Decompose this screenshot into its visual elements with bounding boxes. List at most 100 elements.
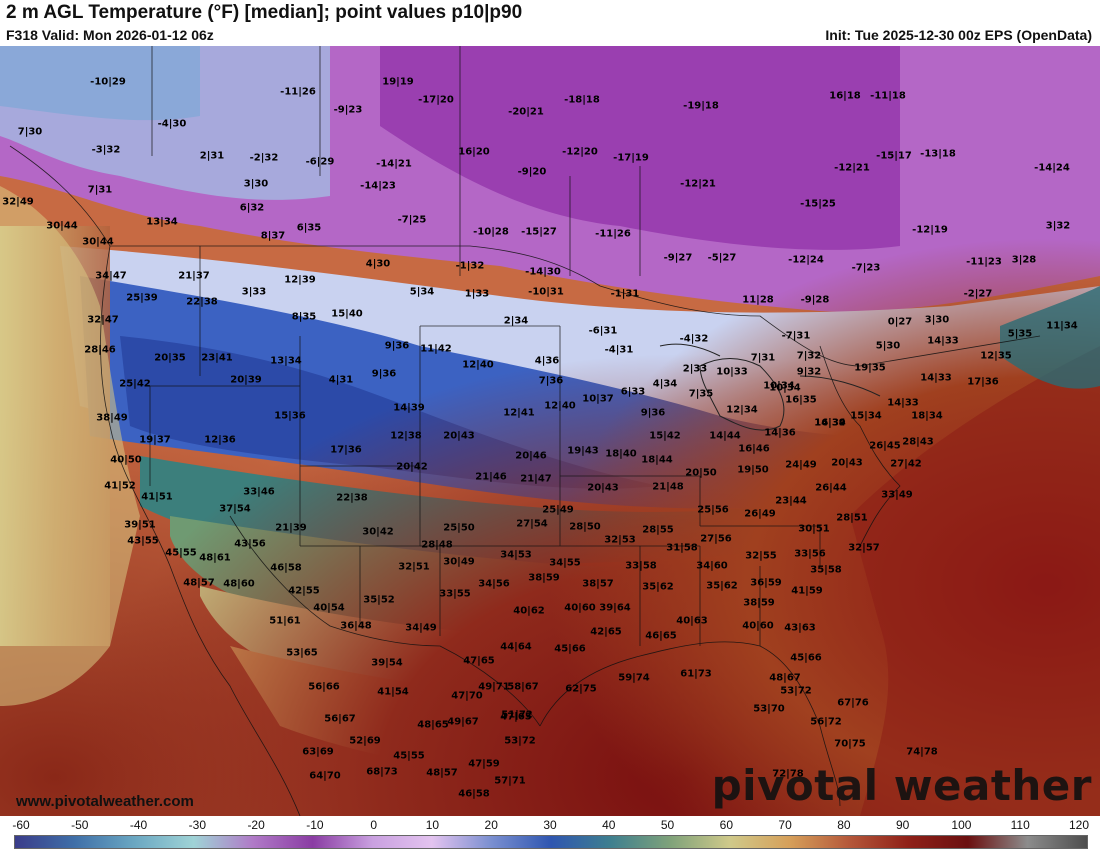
point-value-label: 42|65 [590,626,622,638]
point-value-label: 32|53 [604,534,636,546]
point-value-label: 51|61 [269,615,301,627]
scale-ticks: -60 -50 -40 -30 -20 -10 0 10 20 30 40 50 60 70 80 90 100… [0,818,1100,832]
point-value-label: 12|40 [544,400,576,412]
point-value-label: 11|28 [742,294,774,306]
point-value-label: 58|67 [507,681,539,693]
point-value-label: -1|32 [455,260,485,272]
point-value-label: -9|28 [800,294,830,306]
point-value-label: 17|36 [330,444,362,456]
init-time: Init: Tue 2025-12-30 00z EPS (OpenData) [825,27,1092,43]
point-value-label: 62|75 [565,683,597,695]
point-value-label: 34|56 [478,578,510,590]
point-value-label: -17|19 [613,152,649,164]
point-value-label: 20|43 [587,482,619,494]
point-value-label: 16|34 [814,417,846,429]
point-value-label: 32|51 [398,561,430,573]
point-value-label: 19|43 [567,445,599,457]
scale-tick-label: 20 [484,818,498,832]
color-scale-bar [14,835,1088,849]
point-value-label: -11|26 [280,86,316,98]
point-value-label: 26|49 [744,508,776,520]
point-value-label: 20|50 [685,467,717,479]
point-value-label: -14|23 [360,180,396,192]
point-value-label: 70|75 [834,738,866,750]
point-value-label: -11|23 [966,256,1002,268]
point-value-label: 15|40 [331,308,363,320]
point-value-label: 4|34 [652,378,678,390]
point-value-label: 8|35 [291,311,317,323]
point-value-label: -2|27 [963,288,993,300]
point-value-label: 40|60 [564,602,596,614]
point-value-label: 16|35 [785,394,817,406]
point-value-label: -12|21 [834,162,870,174]
point-value-label: 14|36 [764,427,796,439]
point-value-label: -12|24 [788,254,824,266]
point-value-label: 28|50 [569,521,601,533]
scale-tick-label: 70 [778,818,792,832]
temperature-map[interactable]: -10|29 -11|26 19|19 -17|20 -18|18 -19|18 16|18… [0,46,1100,816]
scale-tick-label: -50 [71,818,89,832]
point-value-label: 34|60 [696,560,728,572]
brand-watermark: pivotal weather [711,761,1092,810]
point-value-label: 27|56 [700,533,732,545]
scale-tick-label: -20 [247,818,265,832]
point-value-label: 14|33 [927,335,959,347]
point-value-label: 3|33 [241,286,267,298]
point-value-label: 25|56 [697,504,729,516]
point-value-label: 48|67 [769,672,801,684]
point-value-label: 68|73 [366,766,398,778]
point-value-label: 4|31 [328,374,354,386]
point-value-label: 30|51 [798,523,830,535]
point-value-label: 12|39 [284,274,316,286]
point-value-label: 53|65 [286,647,318,659]
point-value-label: 34|47 [95,270,127,282]
point-value-label: 21|39 [275,522,307,534]
point-value-label: 28|55 [642,524,674,536]
point-value-label: 51|72 [501,709,533,721]
website-credit: www.pivotalweather.com [16,793,194,810]
point-value-label: 27|42 [890,458,922,470]
point-value-label: -4|31 [604,344,634,356]
point-value-label: 11|34 [1046,320,1078,332]
point-value-label: 16|20 [458,146,490,158]
point-value-label: 38|49 [96,412,128,424]
point-value-label: 2|33 [682,363,708,375]
point-value-label: 20|35 [154,352,186,364]
point-value-label: 7|31 [87,184,113,196]
point-value-label: 25|50 [443,522,475,534]
point-value-label: 40|50 [110,454,142,466]
point-value-label: 9|36 [384,340,410,352]
point-value-label: 48|65 [417,719,449,731]
point-value-label: -12|20 [562,146,598,158]
point-value-label: 23|41 [201,352,233,364]
point-value-label: 23|44 [775,495,807,507]
point-value-label: 33|46 [243,486,275,498]
point-value-label: 64|70 [309,770,341,782]
point-value-label: 35|62 [706,580,738,592]
point-value-label: 35|58 [810,564,842,576]
point-value-label: 34|55 [549,557,581,569]
point-value-label: 43|56 [234,538,266,550]
point-value-label: 40|63 [676,615,708,627]
point-value-label: 36|48 [340,620,372,632]
scale-tick-label: 0 [370,818,377,832]
point-value-label: 15|42 [649,430,681,442]
point-value-label: 5|35 [1007,328,1033,340]
header: 2 m AGL Temperature (°F) [median]; point… [0,0,1100,46]
point-value-label: 10|33 [716,366,748,378]
point-value-label: 41|59 [791,585,823,597]
point-value-label: 15|36 [274,410,306,422]
point-value-label: 5|30 [875,340,901,352]
point-value-label: 59|74 [618,672,650,684]
scale-tick-label: 50 [660,818,675,832]
point-value-label: 47|59 [468,758,500,770]
point-value-label: 3|32 [1045,220,1071,232]
point-value-label: -13|18 [920,148,956,160]
point-value-label: 30|42 [362,526,394,538]
point-value-label: -3|32 [91,144,121,156]
point-value-label: 11|42 [420,343,452,355]
point-value-label: 14|33 [920,372,952,384]
point-value-label: 39|64 [599,602,631,614]
point-value-label: 20|43 [443,430,475,442]
point-value-label: 3|28 [1011,254,1037,266]
